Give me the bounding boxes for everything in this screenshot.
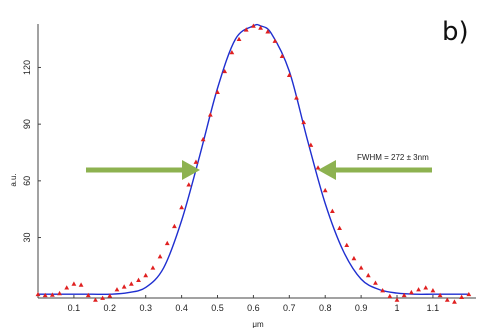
data-point — [172, 223, 177, 229]
data-point — [236, 36, 242, 42]
data-point — [459, 294, 465, 299]
data-point — [401, 292, 407, 298]
axes: 0.1 0.2 0.3 0.4 0.5 0.6 0.7 0.8 0.9 1 1.1 30 60 90 120 — [22, 24, 476, 313]
data-point — [387, 293, 393, 299]
data-point — [466, 291, 472, 297]
data-point — [93, 297, 98, 302]
data-point — [301, 119, 307, 125]
x-tick-label: 0.1 — [68, 303, 81, 313]
data-point — [78, 282, 84, 287]
x-tick-label: 0.5 — [211, 303, 224, 313]
x-tick-label: 1 — [395, 303, 400, 313]
x-tick-label: 1.1 — [427, 303, 440, 313]
data-point — [186, 182, 192, 187]
data-point — [373, 280, 378, 285]
data-point — [322, 187, 328, 193]
data-point — [358, 265, 364, 270]
panel-label: b) — [442, 17, 469, 47]
data-point — [215, 89, 220, 94]
data-point — [164, 240, 170, 246]
left-arrow-head — [182, 160, 200, 180]
y-tick-label: 60 — [22, 176, 32, 186]
data-point — [394, 297, 400, 302]
data-point — [57, 290, 62, 296]
data-point — [251, 23, 256, 28]
data-point — [42, 292, 48, 298]
data-point — [315, 165, 321, 170]
x-axis-label: μm — [252, 320, 264, 328]
data-point — [344, 242, 350, 248]
data-point — [49, 292, 55, 297]
data-point — [200, 136, 206, 142]
data-point — [64, 285, 70, 290]
data-point — [444, 297, 450, 302]
data-point — [258, 25, 263, 30]
data-point — [150, 265, 156, 270]
data-point — [114, 287, 120, 292]
x-tick-label: 0.7 — [283, 303, 296, 313]
data-point — [430, 288, 436, 293]
data-point — [222, 68, 228, 74]
y-tick-label: 30 — [22, 233, 32, 243]
data-point — [107, 293, 113, 298]
data-point — [279, 53, 285, 59]
fit-line — [38, 23, 469, 296]
right-arrow-head — [318, 160, 336, 180]
data-point — [35, 291, 41, 297]
x-tick-label: 0.2 — [104, 303, 117, 313]
data-point — [85, 292, 91, 298]
y-axis-label: a.u. — [9, 173, 18, 186]
data-point — [408, 289, 414, 295]
x-tick-label: 0.9 — [355, 303, 368, 313]
data-point — [329, 208, 335, 213]
data-point — [128, 281, 134, 286]
x-tick-label: 0.4 — [175, 303, 188, 313]
x-tick-label: 0.8 — [319, 303, 332, 313]
plot-area — [35, 23, 472, 304]
data-point — [157, 254, 163, 259]
arrows — [86, 160, 432, 180]
data-point — [365, 272, 371, 278]
fwhm-annotation: FWHM = 272 ± 3nm — [357, 153, 429, 162]
data-point — [100, 295, 106, 300]
y-tick-label: 90 — [22, 119, 32, 129]
data-point — [337, 225, 342, 231]
data-point — [243, 27, 249, 32]
data-point — [308, 142, 314, 147]
data-point — [380, 288, 386, 293]
data-point — [207, 112, 213, 117]
y-tick-label: 120 — [22, 60, 32, 75]
data-point — [286, 72, 292, 77]
data-point — [423, 285, 429, 290]
data-point — [452, 299, 457, 304]
data-point — [272, 38, 278, 43]
x-tick-label: 0.6 — [247, 303, 260, 313]
data-point — [437, 292, 443, 298]
data-point — [143, 272, 149, 278]
data-point — [265, 29, 271, 34]
data-point — [193, 159, 199, 164]
data-point — [229, 49, 235, 55]
data-point — [416, 287, 421, 292]
data-point — [294, 95, 299, 100]
x-tick-label: 0.3 — [139, 303, 152, 313]
data-point — [351, 255, 357, 261]
data-point — [121, 284, 127, 289]
data-point — [136, 277, 141, 282]
data-point — [71, 281, 77, 286]
data-point — [179, 204, 185, 210]
